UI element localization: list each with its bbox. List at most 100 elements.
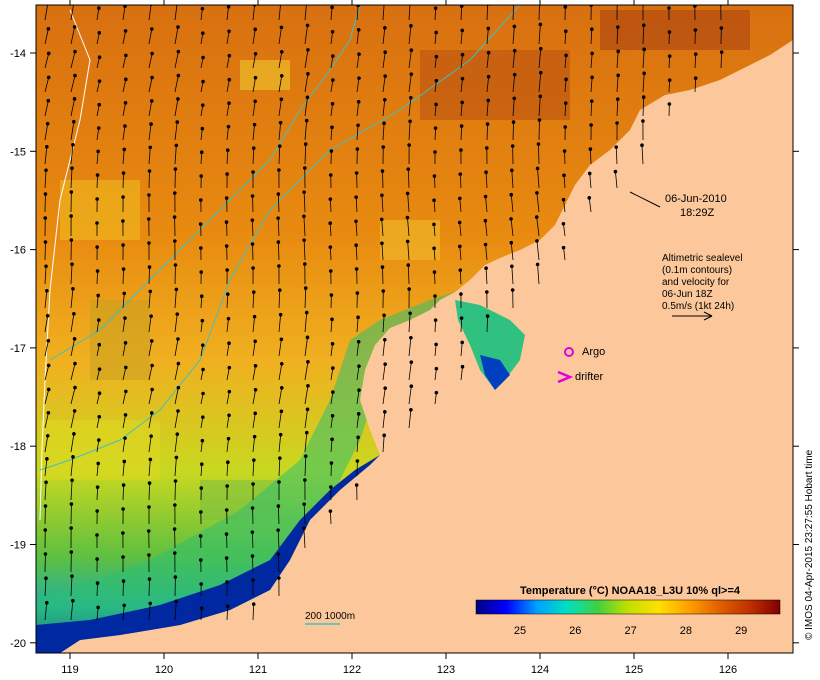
velocity-arrow-head (172, 527, 177, 531)
velocity-arrow (252, 413, 256, 429)
velocity-arrow (226, 318, 229, 333)
velocity-arrow (96, 175, 98, 189)
velocity-arrow-head (640, 143, 644, 148)
velocity-arrow-head (200, 103, 205, 107)
lon-tick-label: 124 (531, 664, 549, 676)
velocity-arrow-head (174, 455, 179, 460)
velocity-arrow-head (95, 581, 100, 585)
velocity-arrow-head (589, 123, 593, 127)
velocity-arrow-head (459, 316, 464, 320)
drifter-marker-icon (557, 370, 574, 384)
velocity-arrow-head (227, 101, 231, 106)
velocity-arrow-head (587, 196, 592, 200)
velocity-arrow-head (227, 53, 232, 58)
velocity-arrow (200, 128, 203, 141)
velocity-arrow-head (535, 166, 540, 171)
velocity-arrow-head (433, 6, 438, 10)
velocity-arrow (408, 97, 412, 117)
velocity-arrow-head (124, 53, 128, 58)
velocity-arrow (304, 456, 307, 477)
velocity-arrow (460, 318, 463, 333)
king-sound-deep (480, 355, 510, 390)
lat-tick-label: -15 (10, 146, 26, 158)
velocity-arrow-head (303, 454, 308, 458)
velocity-arrow-head (250, 218, 255, 222)
velocity-arrow-head (382, 121, 386, 126)
velocity-arrow-head (433, 318, 438, 322)
velocity-arrow-head (226, 316, 231, 321)
velocity-arrow-head (46, 363, 51, 368)
velocity-arrow-head (693, 76, 698, 80)
velocity-arrow-head (146, 217, 151, 221)
velocity-arrow (200, 33, 204, 45)
velocity-arrow (382, 435, 385, 453)
velocity-arrow-head (537, 118, 542, 122)
velocity-arrow-head (122, 459, 127, 464)
velocity-arrow (303, 504, 306, 525)
velocity-arrow-head (44, 576, 48, 581)
velocity-arrow (382, 76, 386, 93)
velocity-arrow-head (252, 434, 257, 439)
velocity-arrow (330, 368, 334, 381)
velocity-arrow-head (72, 25, 77, 29)
velocity-arrow (122, 173, 124, 189)
velocity-arrow-head (121, 219, 125, 223)
velocity-arrow-head (95, 221, 99, 225)
velocity-arrow-head (199, 270, 204, 274)
velocity-arrow-head (97, 79, 102, 83)
velocity-arrow-head (174, 599, 179, 604)
velocity-arrow-head (227, 341, 231, 346)
velocity-arrow-head (434, 102, 438, 107)
velocity-arrow-head (329, 485, 333, 489)
velocity-arrow-head (329, 149, 334, 153)
velocity-arrow-head (69, 502, 74, 506)
velocity-arrow-head (201, 31, 205, 36)
velocity-arrow-head (123, 101, 128, 105)
velocity-arrow (174, 338, 179, 357)
argo-label: Argo (582, 346, 605, 358)
velocity-arrow (70, 5, 74, 21)
velocity-arrow-head (224, 196, 229, 200)
velocity-arrow (356, 101, 360, 117)
velocity-arrow (148, 171, 150, 189)
velocity-arrow (590, 53, 593, 69)
velocity-arrow-head (173, 575, 178, 579)
velocity-arrow-head (225, 484, 229, 488)
velocity-arrow-head (641, 23, 646, 27)
velocity-arrow (70, 600, 74, 621)
lat-tick-label: -16 (10, 245, 26, 257)
velocity-arrow (44, 482, 47, 501)
velocity-arrow-head (73, 385, 77, 390)
velocity-arrow (512, 74, 516, 93)
velocity-arrow (226, 606, 229, 621)
velocity-arrow-head (538, 46, 543, 51)
velocity-arrow (355, 221, 358, 237)
velocity-arrow-head (46, 411, 51, 415)
velocity-arrow (590, 29, 593, 45)
velocity-arrow-head (302, 190, 306, 194)
velocity-arrow-head (70, 478, 74, 483)
velocity-arrow (251, 532, 254, 549)
velocity-arrow-head (434, 30, 438, 35)
velocity-arrow-head (276, 504, 281, 508)
velocity-arrow (96, 607, 99, 621)
velocity-arrow-head (253, 99, 257, 104)
velocity-arrow (252, 341, 256, 357)
velocity-arrow-head (45, 433, 50, 438)
velocity-arrow (44, 100, 49, 117)
velocity-arrow (434, 8, 437, 21)
velocity-arrow (70, 433, 75, 453)
velocity-arrow-head (199, 510, 203, 514)
velocity-arrow-head (486, 74, 491, 79)
velocity-arrow-head (147, 241, 151, 245)
velocity-arrow-head (328, 269, 333, 273)
velocity-arrow-head (303, 286, 308, 290)
colorbar-tick-label: 29 (735, 625, 747, 637)
velocity-arrow-head (380, 193, 384, 198)
velocity-arrow-head (95, 533, 99, 537)
velocity-arrow-head (303, 262, 307, 266)
velocity-arrow-head (176, 1, 179, 4)
velocity-arrow (96, 463, 99, 477)
velocity-arrow-head (330, 101, 335, 106)
velocity-arrow-head (224, 244, 229, 248)
